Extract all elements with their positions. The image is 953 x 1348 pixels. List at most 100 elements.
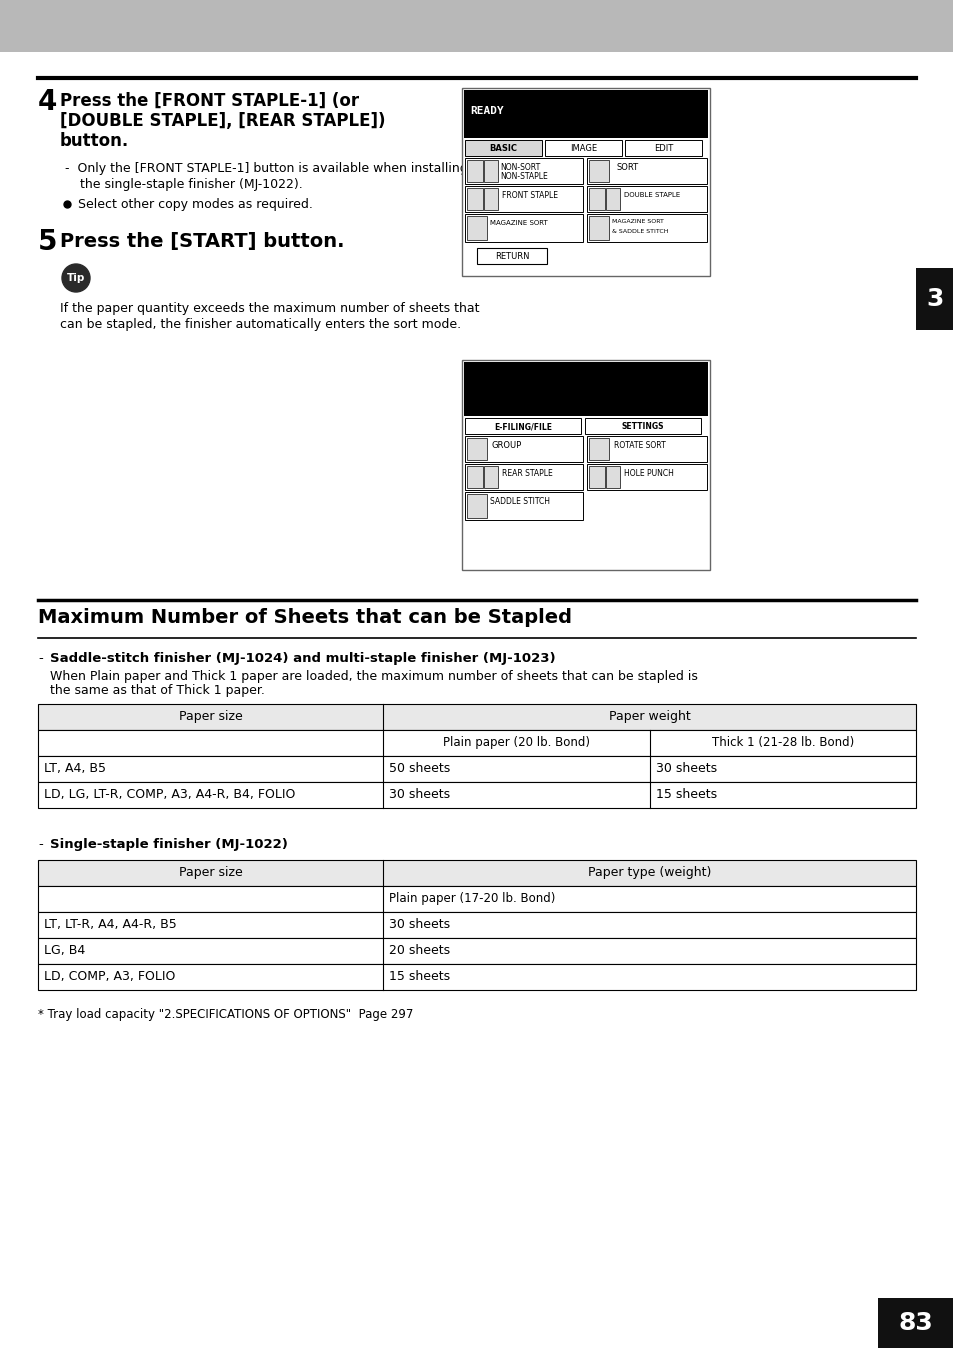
Text: the same as that of Thick 1 paper.: the same as that of Thick 1 paper. — [50, 683, 265, 697]
Bar — [464, 214, 582, 243]
Text: the single-staple finisher (MJ-1022).: the single-staple finisher (MJ-1022). — [80, 178, 302, 191]
Text: Paper size: Paper size — [178, 865, 242, 879]
Bar — [464, 418, 580, 434]
Text: Paper type (weight): Paper type (weight) — [587, 865, 710, 879]
Bar — [38, 913, 915, 938]
Bar — [0, 0, 953, 53]
Text: NON-STAPLE: NON-STAPLE — [499, 173, 547, 181]
Text: FRONT STAPLE: FRONT STAPLE — [501, 190, 558, 200]
Text: Tip: Tip — [67, 274, 85, 283]
Text: * Tray load capacity "2.SPECIFICATIONS OF OPTIONS"  Page 297: * Tray load capacity "2.SPECIFICATIONS O… — [38, 1008, 413, 1020]
Text: button.: button. — [60, 132, 129, 150]
Text: Saddle-stitch finisher (MJ-1024) and multi-staple finisher (MJ-1023): Saddle-stitch finisher (MJ-1024) and mul… — [50, 652, 555, 665]
Text: LD, LG, LT-R, COMP, A3, A4-R, B4, FOLIO: LD, LG, LT-R, COMP, A3, A4-R, B4, FOLIO — [44, 789, 295, 801]
Bar — [38, 756, 915, 782]
Bar — [461, 88, 709, 276]
Text: If the paper quantity exceeds the maximum number of sheets that: If the paper quantity exceeds the maximu… — [60, 302, 479, 315]
Text: SORT: SORT — [617, 163, 639, 171]
Bar — [605, 466, 619, 488]
Text: SADDLE STITCH: SADDLE STITCH — [490, 496, 550, 506]
Bar — [38, 886, 915, 913]
Text: 83: 83 — [898, 1312, 932, 1335]
Text: -: - — [38, 652, 43, 665]
Text: Single-staple finisher (MJ-1022): Single-staple finisher (MJ-1022) — [50, 838, 288, 851]
Bar — [588, 216, 608, 240]
Bar — [483, 160, 497, 182]
Bar — [464, 464, 582, 491]
Text: 3: 3 — [925, 287, 943, 311]
Text: LD, COMP, A3, FOLIO: LD, COMP, A3, FOLIO — [44, 971, 175, 983]
Text: can be stapled, the finisher automatically enters the sort mode.: can be stapled, the finisher automatical… — [60, 318, 460, 332]
Text: EDIT: EDIT — [653, 144, 673, 154]
Bar — [483, 466, 497, 488]
Bar — [464, 435, 582, 462]
Bar — [464, 140, 541, 156]
Text: GROUP: GROUP — [492, 441, 521, 449]
Text: 4: 4 — [38, 88, 57, 116]
Text: ROTATE SORT: ROTATE SORT — [614, 441, 665, 449]
Text: IMAGE: IMAGE — [569, 144, 597, 154]
Bar — [467, 160, 482, 182]
Bar — [467, 438, 486, 460]
Bar — [588, 187, 604, 210]
Text: LG, B4: LG, B4 — [44, 944, 85, 957]
Text: 30 sheets: 30 sheets — [389, 789, 450, 801]
Text: [DOUBLE STAPLE], [REAR STAPLE]): [DOUBLE STAPLE], [REAR STAPLE]) — [60, 112, 385, 129]
Text: 30 sheets: 30 sheets — [389, 918, 450, 931]
Bar — [467, 187, 482, 210]
Text: SETTINGS: SETTINGS — [621, 422, 663, 431]
Bar — [586, 186, 706, 212]
Text: DOUBLE STAPLE: DOUBLE STAPLE — [623, 191, 679, 198]
Bar — [476, 248, 546, 264]
Bar — [588, 438, 608, 460]
Bar — [586, 214, 706, 243]
Text: Press the [FRONT STAPLE-1] (or: Press the [FRONT STAPLE-1] (or — [60, 92, 358, 111]
Bar — [464, 158, 582, 183]
Circle shape — [62, 264, 90, 293]
Bar — [624, 140, 701, 156]
Text: MAGAZINE SORT: MAGAZINE SORT — [612, 218, 663, 224]
Text: LT, A4, B5: LT, A4, B5 — [44, 762, 106, 775]
Text: MAGAZINE SORT: MAGAZINE SORT — [490, 220, 547, 226]
Text: Thick 1 (21-28 lb. Bond): Thick 1 (21-28 lb. Bond) — [711, 736, 853, 749]
Text: 15 sheets: 15 sheets — [656, 789, 717, 801]
Bar — [38, 938, 915, 964]
Bar — [584, 418, 700, 434]
Text: BASIC: BASIC — [489, 144, 517, 154]
Bar — [467, 216, 486, 240]
Bar — [588, 466, 604, 488]
Bar — [483, 187, 497, 210]
Text: HOLE PUNCH: HOLE PUNCH — [623, 469, 673, 477]
Bar — [605, 187, 619, 210]
Bar — [467, 493, 486, 518]
Bar — [38, 731, 915, 756]
Text: 30 sheets: 30 sheets — [656, 762, 717, 775]
Bar — [586, 158, 706, 183]
Bar — [877, 1298, 953, 1348]
Bar — [38, 782, 915, 807]
Bar — [586, 435, 706, 462]
Text: 15 sheets: 15 sheets — [389, 971, 450, 983]
Bar — [461, 360, 709, 570]
Text: 50 sheets: 50 sheets — [389, 762, 450, 775]
Text: Maximum Number of Sheets that can be Stapled: Maximum Number of Sheets that can be Sta… — [38, 608, 572, 627]
Bar — [464, 492, 582, 520]
Bar — [586, 464, 706, 491]
Bar — [38, 704, 915, 731]
Bar — [38, 860, 915, 886]
Text: READY: READY — [470, 106, 503, 116]
Text: & SADDLE STITCH: & SADDLE STITCH — [612, 229, 668, 235]
Text: -  Only the [FRONT STAPLE-1] button is available when installing: - Only the [FRONT STAPLE-1] button is av… — [65, 162, 467, 175]
Bar — [464, 186, 582, 212]
Text: -: - — [38, 838, 43, 851]
Bar — [544, 140, 621, 156]
Text: Select other copy modes as required.: Select other copy modes as required. — [78, 198, 313, 212]
Text: 100  %          1: 100 % 1 — [470, 93, 569, 102]
Text: E-FILING/FILE: E-FILING/FILE — [494, 422, 552, 431]
Text: LT, LT-R, A4, A4-R, B5: LT, LT-R, A4, A4-R, B5 — [44, 918, 176, 931]
Bar — [915, 268, 953, 330]
Bar — [463, 90, 707, 137]
Text: 20 sheets: 20 sheets — [389, 944, 450, 957]
Text: Paper size: Paper size — [178, 710, 242, 723]
Text: NON-SORT: NON-SORT — [499, 163, 539, 173]
